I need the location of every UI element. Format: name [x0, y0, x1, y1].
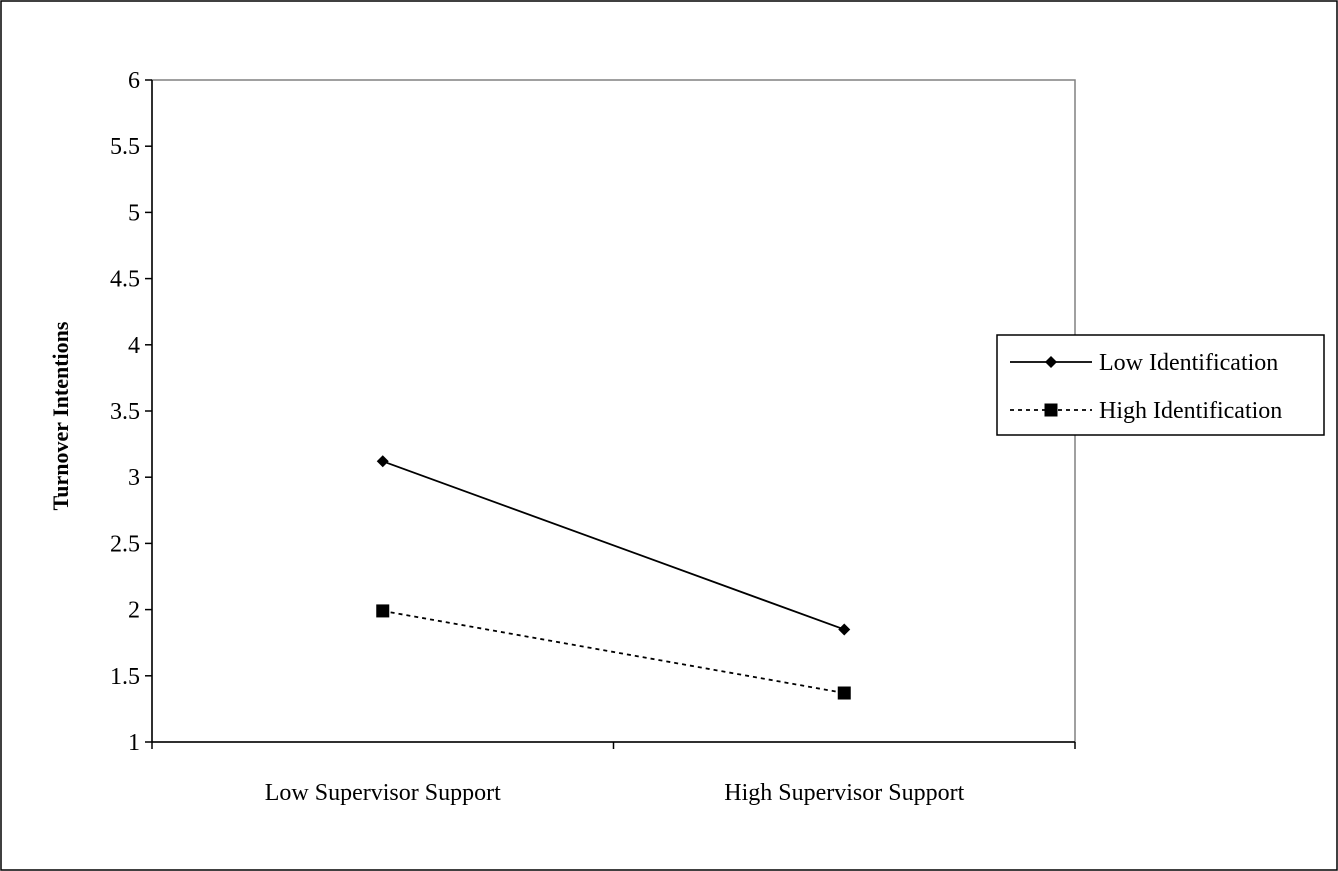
y-tick-label: 1 — [128, 730, 140, 756]
y-tick-label: 2.5 — [110, 531, 140, 557]
series-line — [382, 460, 845, 631]
y-tick-label: 2 — [128, 598, 140, 624]
y-tick-label: 3 — [128, 465, 140, 491]
x-category-label: High Supervisor Support — [724, 780, 964, 806]
series-1 — [376, 455, 851, 636]
y-tick-label: 6 — [128, 68, 140, 94]
series-line — [382, 610, 845, 694]
series-2 — [376, 604, 851, 700]
legend-label: High Identification — [1099, 398, 1282, 424]
y-tick-label: 4 — [128, 333, 140, 359]
series-layer — [376, 455, 851, 700]
y-tick-label: 5 — [128, 200, 140, 226]
legend-marker — [1045, 356, 1057, 368]
legend-box — [996, 334, 1325, 436]
y-tick-label: 4.5 — [110, 267, 140, 293]
legend-marker — [1044, 403, 1058, 417]
legend: Low Identification High Identification — [996, 334, 1325, 436]
data-point-marker — [376, 604, 390, 618]
data-point-marker — [837, 686, 851, 700]
legend-label: Low Identification — [1099, 350, 1278, 376]
x-axis-ticks: Low Supervisor Support High Supervisor Su… — [151, 742, 1076, 806]
x-category-label: Low Supervisor Support — [265, 780, 501, 806]
y-axis-ticks: 1 1.5 2 2.5 3 3.5 4 4.5 5 5.5 6 — [110, 68, 152, 756]
y-axis-label: Turnover Intentions — [48, 321, 73, 510]
data-point-marker — [376, 455, 389, 468]
data-point-marker — [838, 623, 851, 636]
y-tick-label: 1.5 — [110, 664, 140, 690]
y-tick-label: 3.5 — [110, 399, 140, 425]
y-tick-label: 5.5 — [110, 134, 140, 160]
